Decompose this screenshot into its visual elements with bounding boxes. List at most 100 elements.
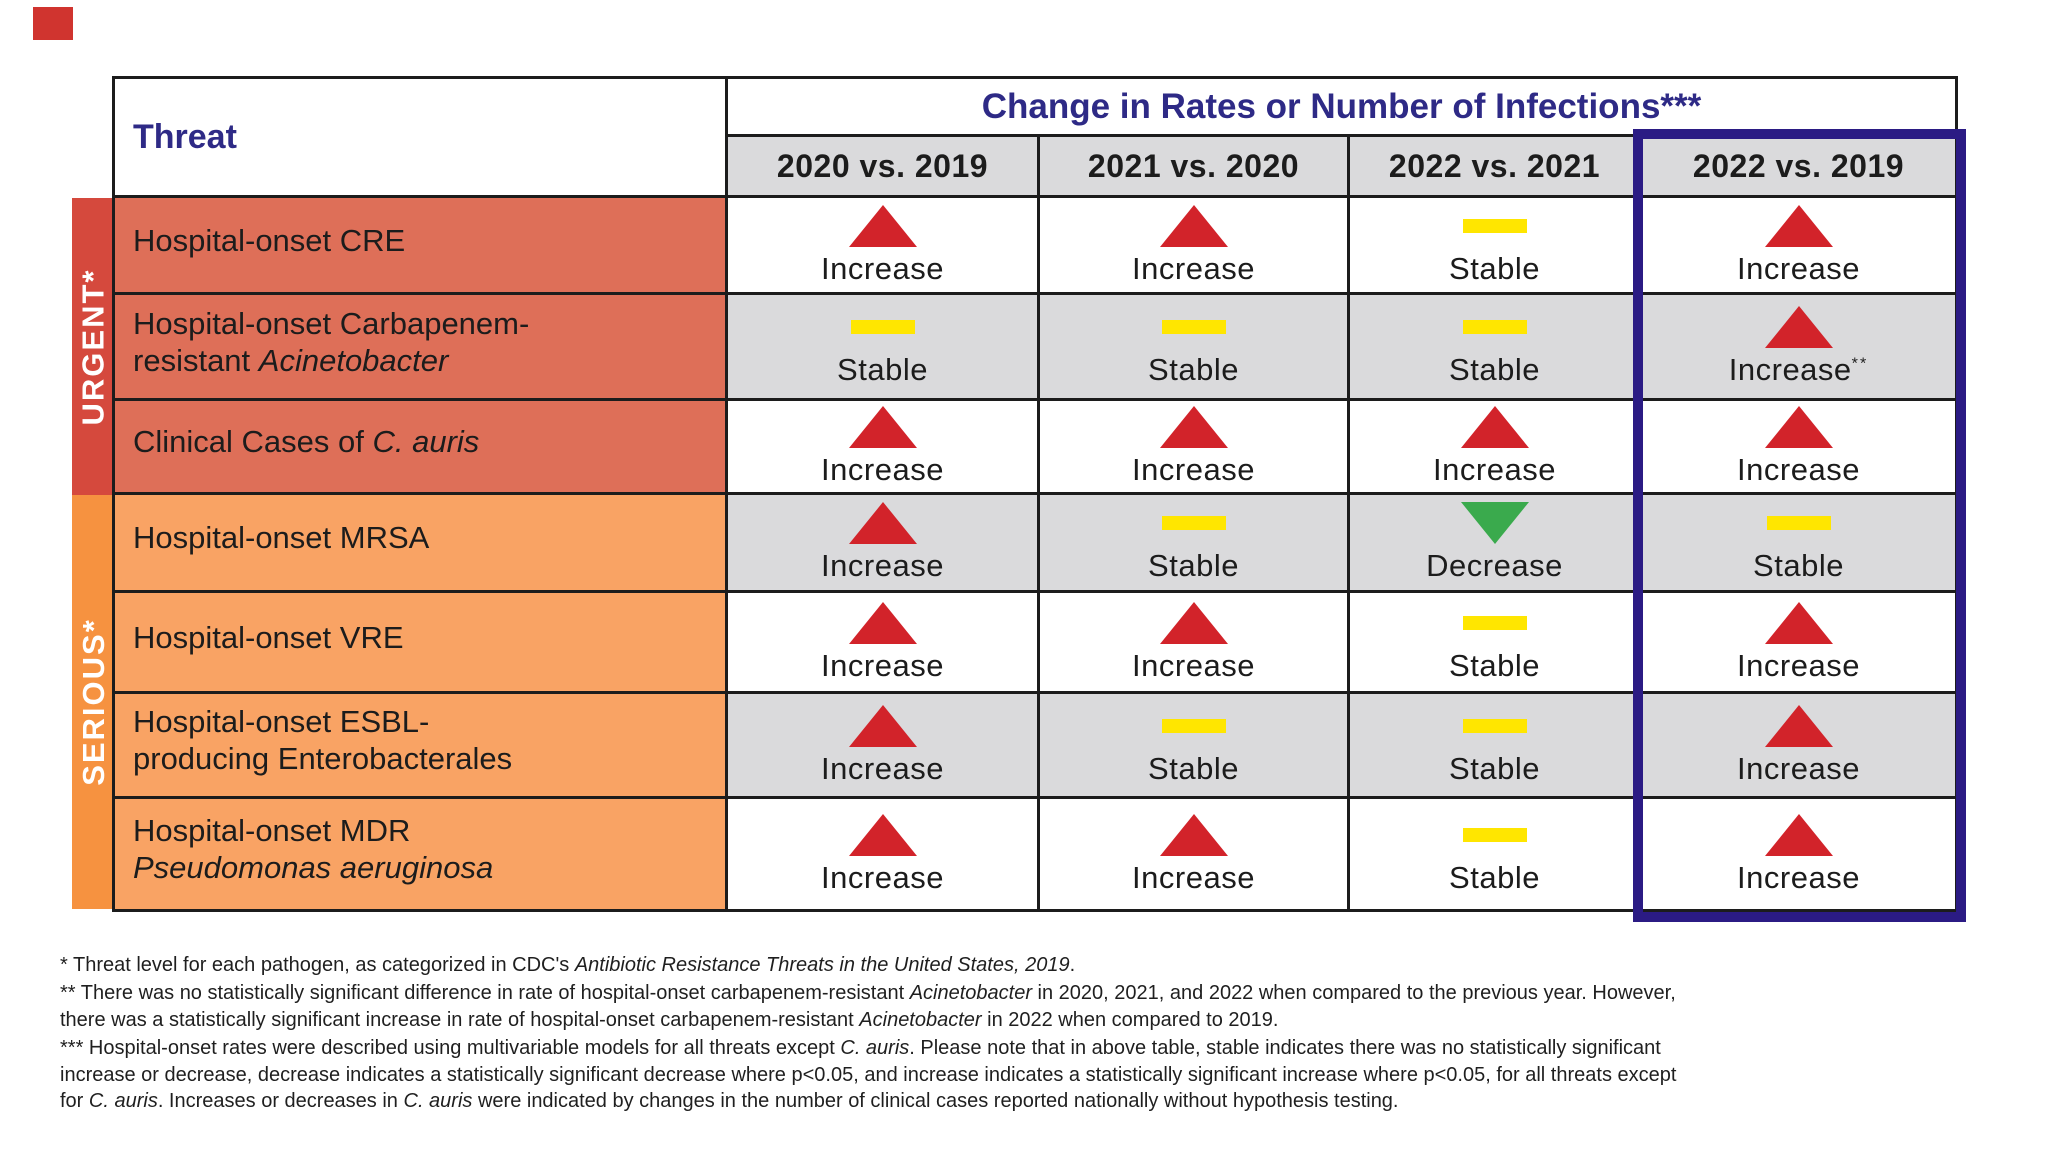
table-title: Change in Rates or Number of Infections*… — [728, 79, 1955, 137]
change-cell: Increase — [1642, 593, 1955, 694]
change-cell: Stable — [1350, 694, 1642, 799]
trend-label: Increase — [821, 750, 944, 786]
stable-icon — [1462, 615, 1527, 630]
serious-band-label: SERIOUS* — [75, 618, 111, 786]
trend-label: Increase — [1132, 647, 1255, 683]
trend-label: Decrease — [1426, 548, 1563, 583]
change-cell: Increase — [1642, 401, 1955, 495]
trend-label: Stable — [1449, 859, 1540, 895]
threat-name-c-auris: Clinical Cases of C. auris — [115, 401, 728, 495]
footnote-acinetobacter: ** There was no statistically significan… — [60, 982, 1676, 1031]
change-cell: Decrease — [1350, 495, 1642, 593]
threat-level-band-urgent: URGENT* — [72, 198, 115, 495]
trend-label: Stable — [1449, 352, 1540, 387]
column-header-2022-vs-2021: 2022 vs. 2021 — [1350, 137, 1642, 198]
trend-label: Stable — [1449, 250, 1540, 286]
increase-icon — [1764, 704, 1833, 747]
stable-icon — [850, 320, 915, 334]
infection-change-table: Threat Change in Rates or Number of Infe… — [112, 76, 1958, 912]
increase-icon — [848, 502, 917, 544]
trend-label: Increase — [821, 647, 944, 683]
increase-icon — [848, 601, 917, 644]
change-cell: Increase — [728, 694, 1040, 799]
stable-icon — [1766, 516, 1831, 530]
stable-icon — [1462, 827, 1527, 842]
change-cell: Increase — [728, 593, 1040, 694]
threat-name-acinetobacter: Hospital-onset Carbapenem- resistant Aci… — [115, 295, 728, 401]
trend-label: Stable — [1449, 750, 1540, 786]
trend-label: Increase — [1737, 859, 1860, 895]
increase-icon — [1764, 306, 1833, 348]
change-cell: Stable — [1040, 495, 1350, 593]
trend-label: Increase** — [1728, 352, 1869, 387]
decrease-icon — [1460, 502, 1529, 544]
stable-icon — [1161, 320, 1226, 334]
trend-label: Increase — [821, 250, 944, 286]
change-cell: Increase — [1040, 799, 1350, 909]
change-cell: Increase — [1350, 401, 1642, 495]
increase-icon — [848, 813, 917, 856]
increase-icon — [1764, 601, 1833, 644]
change-cell: Stable — [1350, 295, 1642, 401]
footnote-methods: *** Hospital-onset rates were described … — [60, 1037, 1677, 1112]
footnotes: * Threat level for each pathogen, as cat… — [60, 952, 1996, 1116]
stable-icon — [1161, 718, 1226, 733]
urgent-band-label: URGENT* — [75, 268, 111, 425]
stable-icon — [1161, 516, 1226, 530]
trend-label: Stable — [1148, 352, 1239, 387]
threat-name-pseudomonas: Hospital-onset MDR Pseudomonas aeruginos… — [115, 799, 728, 909]
trend-label: Increase — [821, 452, 944, 487]
trend-label: Increase — [1737, 647, 1860, 683]
change-cell: Increase — [1642, 198, 1955, 295]
change-cell: Increase** — [1642, 295, 1955, 401]
change-cell: Increase — [1642, 694, 1955, 799]
footnote-threat-level: * Threat level for each pathogen, as cat… — [60, 954, 1076, 976]
threat-level-band-serious: SERIOUS* — [72, 495, 115, 909]
change-cell: Increase — [1040, 593, 1350, 694]
change-cell: Increase — [728, 198, 1040, 295]
trend-label: Stable — [1753, 548, 1844, 583]
stable-icon — [1462, 718, 1527, 733]
change-cell: Increase — [728, 401, 1040, 495]
stable-icon — [1462, 320, 1527, 334]
change-cell: Stable — [1040, 295, 1350, 401]
threat-column-header: Threat — [115, 79, 728, 198]
change-cell: Stable — [1350, 593, 1642, 694]
increase-icon — [848, 406, 917, 448]
threat-name-cre: Hospital-onset CRE — [115, 198, 728, 295]
trend-label: Increase — [821, 548, 944, 583]
increase-icon — [1764, 406, 1833, 448]
trend-label: Increase — [1737, 750, 1860, 786]
change-cell: Stable — [1642, 495, 1955, 593]
trend-label: Stable — [1449, 647, 1540, 683]
threat-name-mrsa: Hospital-onset MRSA — [115, 495, 728, 593]
change-cell: Increase — [728, 495, 1040, 593]
change-cell: Increase — [728, 799, 1040, 909]
column-header-2021-vs-2020: 2021 vs. 2020 — [1040, 137, 1350, 198]
stable-icon — [1462, 218, 1527, 233]
increase-icon — [1460, 406, 1529, 448]
trend-label: Stable — [1148, 750, 1239, 786]
increase-icon — [1159, 601, 1228, 644]
change-cell: Increase — [1040, 401, 1350, 495]
change-cell: Increase — [1642, 799, 1955, 909]
trend-label: Stable — [837, 352, 928, 387]
increase-icon — [1764, 813, 1833, 856]
increase-icon — [848, 204, 917, 247]
increase-icon — [1159, 813, 1228, 856]
change-cell: Stable — [1350, 799, 1642, 909]
increase-icon — [848, 704, 917, 747]
change-cell: Stable — [728, 295, 1040, 401]
column-header-2022-vs-2019: 2022 vs. 2019 — [1642, 137, 1955, 198]
threat-name-vre: Hospital-onset VRE — [115, 593, 728, 694]
increase-icon — [1159, 204, 1228, 247]
change-cell: Stable — [1350, 198, 1642, 295]
trend-label: Increase — [1737, 452, 1860, 487]
decorative-red-square — [33, 7, 73, 40]
increase-icon — [1764, 204, 1833, 247]
trend-label: Increase — [1433, 452, 1556, 487]
trend-label: Increase — [1737, 250, 1860, 286]
increase-icon — [1159, 406, 1228, 448]
trend-label: Increase — [1132, 452, 1255, 487]
change-cell: Stable — [1040, 694, 1350, 799]
